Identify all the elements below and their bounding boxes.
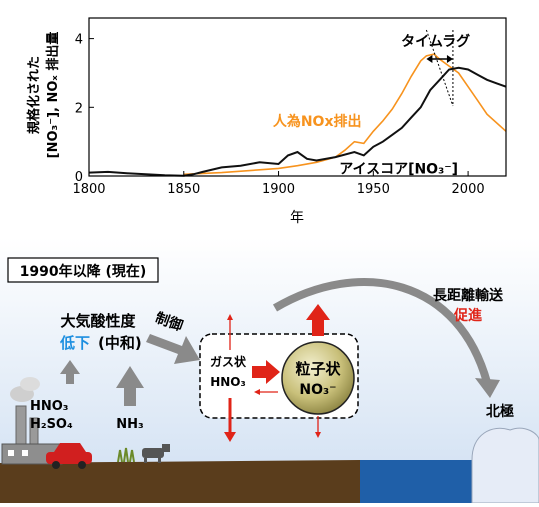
period-label: 1990年以降 (現在) bbox=[20, 263, 147, 280]
particle-sphere bbox=[281, 341, 355, 415]
timelag-arrowhead-right bbox=[446, 55, 453, 63]
acidity-neutralization: (中和) bbox=[98, 334, 142, 352]
nitrate-emission-chart: 規格化された [NO₃⁻], NOₓ 排出量 1800 1850 1900 1950 2… bbox=[26, 17, 507, 226]
control-arrow bbox=[146, 334, 200, 364]
acid-source-arrow bbox=[60, 360, 80, 384]
period-label-box: 1990年以降 (現在) bbox=[7, 257, 159, 283]
plot-frame bbox=[88, 17, 507, 177]
icecore-series-label: アイスコア[NO₃⁻] bbox=[339, 161, 458, 177]
x-tick-label: 2000 bbox=[452, 182, 485, 197]
acidity-decrease: 低下 bbox=[59, 334, 90, 352]
cow-icon bbox=[142, 444, 170, 463]
h2so4-source-label: H₂SO₄ bbox=[30, 417, 73, 432]
series-line-icecore bbox=[88, 66, 507, 177]
y-axis-title-line2: [NO₃⁻], NOₓ 排出量 bbox=[45, 32, 61, 159]
gas-formula: HNO₃ bbox=[210, 375, 246, 389]
series-line-emission bbox=[183, 53, 507, 176]
particle-up-arrow bbox=[306, 304, 330, 336]
car-icon bbox=[46, 443, 92, 469]
ground bbox=[0, 460, 360, 503]
emission-series-label: 人為NOx排出 bbox=[273, 113, 362, 130]
y-axis-title: 規格化された [NO₃⁻], NOₓ 排出量 bbox=[26, 32, 61, 159]
timelag-arrowhead-left bbox=[426, 55, 433, 63]
gas-up-arrowhead bbox=[227, 314, 233, 320]
transport-label: 長距離輸送 bbox=[433, 287, 504, 304]
acidity-label: 大気酸性度 bbox=[60, 312, 136, 330]
crops-icon bbox=[117, 447, 135, 463]
y-tick-label: 2 bbox=[75, 101, 83, 116]
particle-to-gas-arrowhead bbox=[254, 389, 260, 395]
transport-arrowhead bbox=[475, 378, 500, 398]
x-tick-label: 1900 bbox=[262, 182, 295, 197]
y-tick-label: 4 bbox=[75, 33, 83, 48]
ocean bbox=[360, 460, 475, 503]
particle-label: 粒子状 bbox=[295, 360, 341, 378]
transport-arrow bbox=[272, 278, 492, 388]
particle-down-arrowhead bbox=[315, 432, 321, 438]
hno3-source-label: HNO₃ bbox=[30, 399, 69, 414]
scene-illustration: 1990年以降 (現在) 長距離輸送 促進 大気酸性度 低下 (中和) 制御 ガ… bbox=[0, 238, 539, 504]
arctic-label: 北極 bbox=[486, 403, 514, 420]
nh3-arrow bbox=[116, 366, 144, 406]
gas-down-arrowhead bbox=[224, 432, 236, 442]
timelag-dash-left bbox=[425, 29, 454, 107]
timelag-label: タイムラグ bbox=[401, 33, 470, 50]
nh3-label: NH₃ bbox=[116, 417, 143, 432]
chart-panel: 規格化された [NO₃⁻], NOₓ 排出量 1800 1850 1900 1950 2… bbox=[0, 0, 539, 238]
transport-status: 促進 bbox=[453, 307, 482, 324]
y-axis-title-line1: 規格化された bbox=[26, 56, 42, 134]
particle-formula: NO₃⁻ bbox=[299, 382, 336, 398]
x-axis-title: 年 bbox=[290, 210, 304, 226]
gas-to-particle-arrow bbox=[252, 360, 280, 384]
x-tick-label: 1800 bbox=[72, 182, 105, 197]
scene-panel: 1990年以降 (現在) 長距離輸送 促進 大気酸性度 低下 (中和) 制御 ガ… bbox=[0, 238, 539, 504]
y-tick-label: 0 bbox=[75, 170, 83, 185]
x-tick-label: 1950 bbox=[357, 182, 390, 197]
gas-label: ガス状 bbox=[210, 354, 247, 369]
x-tick-label: 1850 bbox=[167, 182, 200, 197]
sea-ice bbox=[471, 427, 539, 504]
